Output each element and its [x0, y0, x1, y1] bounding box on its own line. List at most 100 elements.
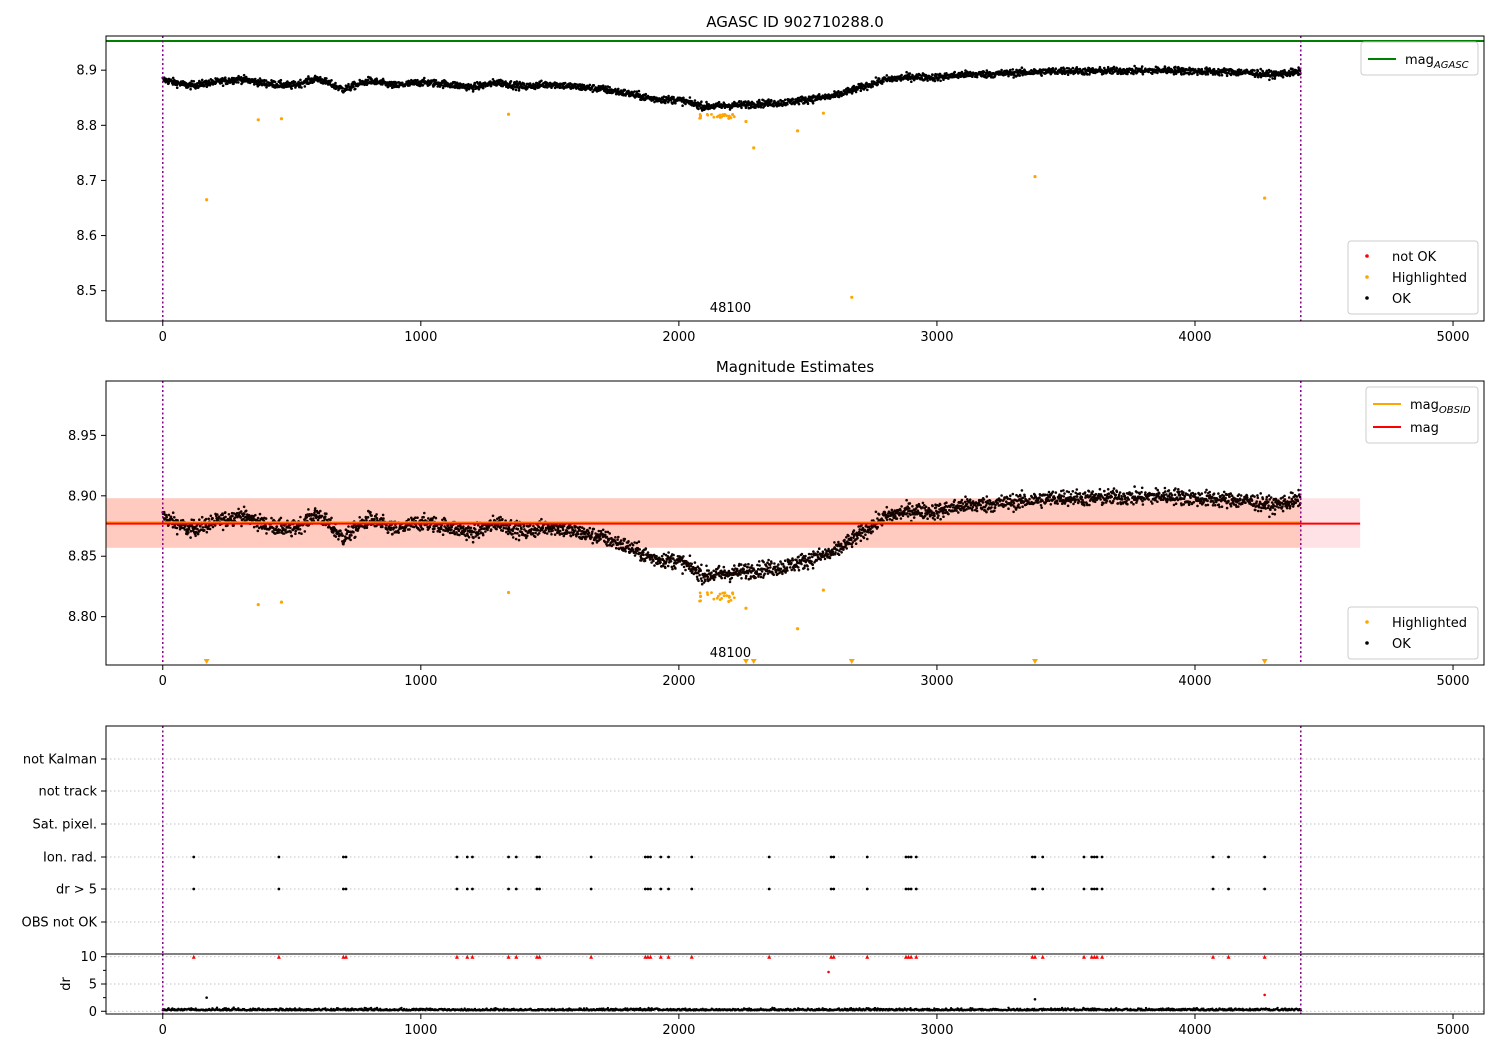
ok-point: [652, 560, 655, 563]
ok-point: [1156, 72, 1159, 75]
ok-point: [1007, 75, 1010, 78]
ok-point: [423, 512, 426, 515]
ok-point: [608, 538, 611, 541]
ok-point: [707, 575, 710, 578]
ok-point: [519, 524, 522, 527]
ok-point: [468, 88, 471, 91]
ok-point: [1271, 77, 1274, 80]
ok-point: [602, 529, 605, 532]
ok-point: [222, 84, 225, 87]
ok-point: [197, 533, 200, 536]
ok-point: [762, 561, 765, 564]
ok-point: [458, 530, 461, 533]
ok-point: [455, 531, 458, 534]
ok-point: [740, 577, 743, 580]
ok-point: [1264, 75, 1267, 78]
ok-point: [751, 564, 754, 567]
ok-point: [674, 567, 677, 570]
ok-point: [669, 558, 672, 561]
ok-point: [690, 563, 693, 566]
highlighted-point: [822, 112, 825, 115]
ok-point: [761, 570, 764, 573]
ok-point: [617, 536, 620, 539]
ok-point: [1018, 74, 1021, 77]
ok-point: [546, 532, 549, 535]
ok-point: [515, 89, 518, 92]
ok-point: [221, 514, 224, 517]
ok-point: [341, 534, 344, 537]
ok-point: [216, 513, 219, 516]
ok-point: [313, 80, 316, 83]
chart-title: AGASC ID 902710288.0: [706, 13, 884, 31]
ok-point: [1000, 69, 1003, 72]
ok-point: [290, 535, 293, 538]
ok-point: [224, 511, 227, 514]
ok-point: [408, 528, 411, 531]
ok-point: [1268, 79, 1271, 82]
ok-point: [397, 531, 400, 534]
ok-point: [222, 529, 225, 532]
ok-point: [1193, 72, 1196, 75]
ok-point: [797, 566, 800, 569]
ok-point: [284, 529, 287, 532]
ok-point: [745, 575, 748, 578]
ok-point: [501, 529, 504, 532]
ok-point: [772, 105, 775, 108]
x-tick-label: 3000: [920, 330, 953, 345]
ok-point: [515, 538, 518, 541]
ok-point: [365, 519, 368, 522]
ok-point: [780, 568, 783, 571]
ok-point: [306, 516, 309, 519]
ok-point: [540, 518, 543, 521]
highlighted-point: [744, 120, 747, 123]
ok-point: [615, 547, 618, 550]
ok-point: [207, 518, 210, 521]
legend-point-swatch: [1365, 296, 1369, 300]
highlighted-point: [712, 116, 715, 119]
ok-point: [876, 83, 879, 86]
ok-point: [512, 530, 515, 533]
chart-title: Magnitude Estimates: [716, 358, 874, 376]
ok-point: [173, 516, 176, 519]
ok-point: [334, 82, 337, 85]
ok-point: [910, 80, 913, 83]
ok-point: [259, 513, 262, 516]
ok-point: [294, 533, 297, 536]
ok-point: [240, 525, 243, 528]
ok-point: [699, 570, 702, 573]
ok-point: [294, 81, 297, 84]
ok-point: [231, 515, 234, 518]
ok-point: [312, 517, 315, 520]
ok-point: [357, 529, 360, 532]
ok-point: [681, 572, 684, 575]
ok-point: [337, 538, 340, 541]
ok-point: [211, 517, 214, 520]
ok-point: [667, 95, 670, 98]
ok-point: [495, 528, 498, 531]
ok-point: [254, 514, 257, 517]
ok-point: [517, 528, 520, 531]
ok-point: [199, 525, 202, 528]
ok-point: [370, 514, 373, 517]
ok-point: [300, 86, 303, 89]
ok-point: [733, 564, 736, 567]
ok-point: [697, 108, 700, 111]
ok-point: [299, 79, 302, 82]
x-tick-label: 5000: [1436, 330, 1469, 345]
obsid-label: 48100: [710, 301, 751, 316]
highlighted-point: [507, 113, 510, 116]
x-tick-label: 1000: [404, 330, 437, 345]
ok-point: [953, 71, 956, 74]
ok-point: [325, 512, 328, 515]
ok-point: [684, 569, 687, 572]
ok-point: [198, 518, 201, 521]
ok-point: [395, 526, 398, 529]
ok-point: [188, 528, 191, 531]
ok-point: [1226, 75, 1229, 78]
ok-point: [682, 555, 685, 558]
ok-point: [624, 550, 627, 553]
ok-point: [695, 568, 698, 571]
ok-point: [574, 529, 577, 532]
ok-point: [627, 540, 630, 543]
ok-point: [786, 103, 789, 106]
